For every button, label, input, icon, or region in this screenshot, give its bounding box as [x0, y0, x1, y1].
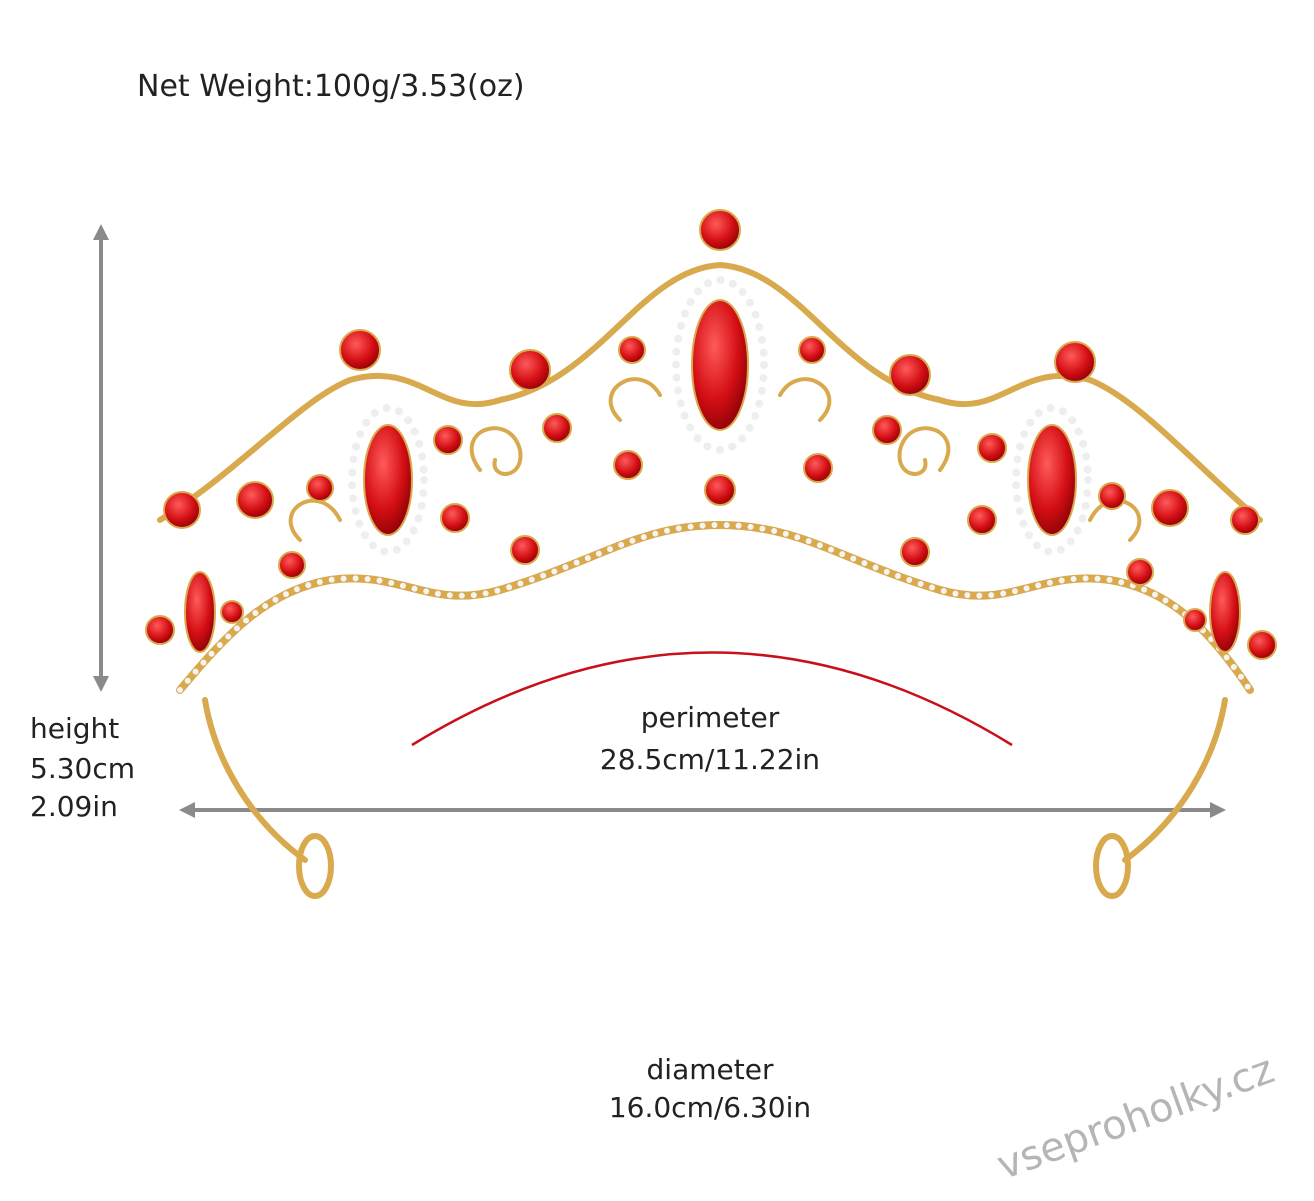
gem	[184, 571, 216, 653]
gem	[1054, 341, 1096, 383]
gem	[1126, 558, 1154, 586]
gem	[967, 505, 997, 535]
perimeter-label: perimeter	[641, 701, 780, 734]
right-loop	[1093, 833, 1131, 899]
height-in: 2.09in	[30, 790, 118, 823]
gem	[889, 354, 931, 396]
tiara	[157, 261, 1263, 899]
gem	[900, 537, 930, 567]
halo	[348, 404, 428, 556]
gem	[236, 481, 274, 519]
gem	[1098, 482, 1126, 510]
gem	[440, 503, 470, 533]
gem	[145, 615, 175, 645]
top-band	[157, 261, 1263, 523]
gem	[1230, 505, 1260, 535]
gem	[618, 336, 646, 364]
gem	[1247, 630, 1277, 660]
gem	[798, 336, 826, 364]
perimeter-value: 28.5cm/11.22in	[600, 743, 820, 776]
gem	[803, 453, 833, 483]
gem	[509, 349, 551, 391]
gem	[699, 209, 741, 251]
filigree	[288, 377, 1142, 542]
gem	[977, 433, 1007, 463]
right-leg	[1122, 697, 1228, 863]
rhinestones	[177, 521, 1253, 693]
gem	[613, 450, 643, 480]
gem	[704, 474, 736, 506]
gem	[1151, 489, 1189, 527]
gem	[220, 600, 244, 624]
gem	[339, 329, 381, 371]
height-cm: 5.30cm	[30, 752, 135, 785]
halo	[672, 276, 768, 454]
height-label: height	[30, 712, 119, 745]
gem	[1209, 571, 1241, 653]
gem	[1027, 424, 1077, 536]
gem	[1183, 608, 1207, 632]
left-leg	[202, 697, 308, 863]
lower-band	[176, 520, 1254, 694]
gem	[542, 413, 572, 443]
gem	[363, 424, 413, 536]
left-loop	[296, 833, 334, 899]
gem	[278, 551, 306, 579]
gem	[872, 415, 902, 445]
gem	[433, 425, 463, 455]
gem	[510, 535, 540, 565]
watermark: vseproholky.cz	[991, 1046, 1280, 1189]
gem	[306, 474, 334, 502]
net-weight: Net Weight:100g/3.53(oz)	[137, 69, 525, 104]
diameter-value: 16.0cm/6.30in	[609, 1091, 811, 1124]
gems	[145, 209, 1277, 660]
gem	[691, 299, 749, 431]
halo	[1012, 404, 1092, 556]
perimeter-arc	[411, 651, 1013, 747]
diameter-label: diameter	[647, 1053, 774, 1086]
gem	[163, 491, 201, 529]
